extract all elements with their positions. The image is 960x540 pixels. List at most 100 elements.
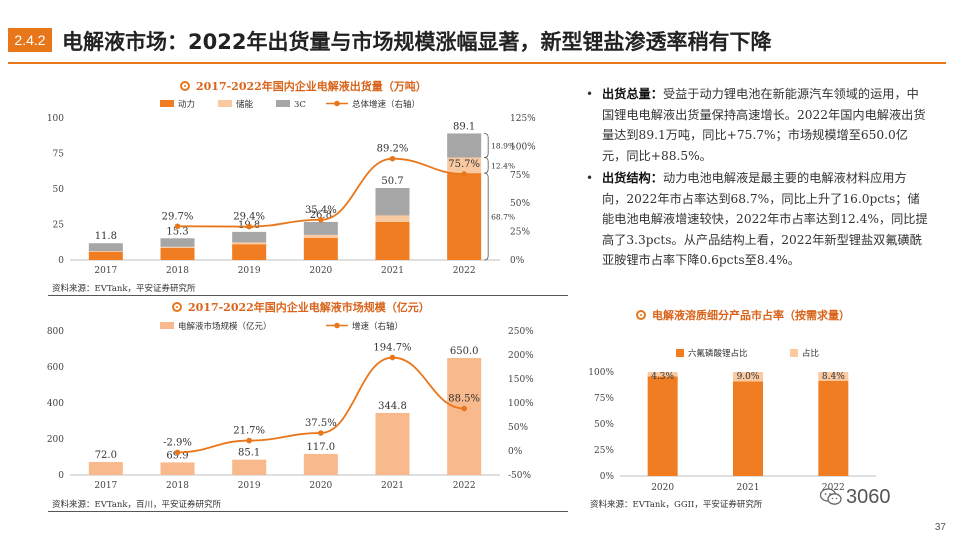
bar-segment-lipf6 — [733, 381, 763, 476]
x-tick-label: 2021 — [381, 481, 404, 491]
legend-swatch — [676, 349, 684, 357]
wechat-watermark: 3060 — [820, 486, 891, 509]
growth-point — [389, 354, 396, 361]
market-chart: 电解液市场规模（亿元） 增速（右轴） 0 200 400 600 800 -50% 0% 50% 1… — [47, 321, 534, 491]
legend-marker — [334, 322, 340, 329]
paragraph-label: 出货总量： — [602, 87, 663, 101]
growth-point — [174, 223, 181, 230]
legend-label: 总体增速（右轴） — [352, 99, 420, 110]
legend-label: 储能 — [236, 99, 254, 110]
x-tick-label: 2019 — [238, 266, 261, 276]
bullet-circle-icon — [172, 302, 182, 312]
bar-segment-storage — [88, 251, 123, 252]
y-right-tick: 250% — [508, 327, 534, 337]
legend-label: 占比 — [802, 348, 819, 359]
legend-label: 动力 — [178, 99, 195, 110]
power-share-label: 68.7% — [491, 213, 515, 222]
bar-total-label: 50.7 — [381, 176, 403, 187]
storage-share-bracket — [484, 157, 489, 174]
bar-total-label: 15.3 — [166, 226, 188, 237]
paragraph-text: 动力电池电解液是最主要的电解液材料应用方向，2022年市占率达到68.7%，同比… — [602, 171, 928, 267]
paragraph-structure: • 出货结构：动力电池电解液是最主要的电解液材料应用方向，2022年市占率达到68… — [584, 168, 930, 271]
x-tick-label: 2022 — [453, 481, 476, 491]
y-left-tick: 800 — [47, 327, 64, 337]
power-share-bracket — [484, 172, 489, 261]
growth-line — [177, 356, 465, 454]
solute-source: 资料来源：EVTank，GGII，平安证券研究所 — [590, 500, 763, 510]
bar — [375, 412, 410, 475]
y-left-tick: 600 — [47, 363, 64, 373]
legend-marker — [334, 100, 340, 107]
solute-title-text: 电解液溶质细分产品市占率（按需求量） — [652, 309, 850, 322]
page-number: 37 — [934, 522, 946, 533]
section-number-badge: 2.4.2 — [8, 28, 52, 52]
growth-label: 89.2% — [377, 144, 409, 155]
shipments-title-text: 2017-2022年国内企业电解液出货量（万吨） — [196, 80, 427, 93]
legend-swatch — [276, 100, 290, 107]
legend-swatch — [218, 100, 232, 107]
bar-segment-power — [447, 173, 482, 260]
growth-point — [174, 449, 181, 456]
shipments-chart-title: 2017-2022年国内企业电解液出货量（万吨） — [180, 78, 427, 94]
legend-label: 六氟磷酸锂占比 — [688, 348, 748, 359]
y-tick: 50% — [594, 420, 614, 430]
y-right-tick: 50% — [510, 199, 530, 209]
y-tick: 0% — [600, 472, 615, 482]
y-tick: 100% — [588, 368, 614, 378]
y-right-tick: 25% — [510, 228, 530, 238]
paragraph-shipments: • 出货总量：受益于动力锂电池在新能源汽车领域的运用，中国锂电电解液出货量保持高速… — [584, 84, 930, 166]
watermark-text: 3060 — [846, 486, 891, 508]
bar-segment-3c — [303, 221, 338, 235]
growth-point — [246, 437, 252, 444]
growth-point — [461, 171, 467, 177]
x-tick-label: 2022 — [822, 483, 845, 493]
bar-segment-storage — [160, 246, 195, 248]
growth-label: 88.5% — [448, 394, 480, 405]
share-label: 9.0% — [737, 372, 760, 382]
c3-share-bracket — [484, 133, 489, 158]
bar-segment-power — [88, 251, 123, 260]
bar-segment-power — [303, 237, 338, 260]
y-left-tick: 400 — [47, 399, 64, 409]
y-right-tick: 0% — [508, 447, 523, 457]
growth-label: 75.7% — [448, 159, 480, 170]
bar-segment-lifsi — [733, 372, 763, 382]
bar-segment-3c — [160, 238, 195, 247]
share-label: 4.3% — [651, 372, 674, 382]
c3-share-label: 18.9% — [491, 141, 515, 150]
share-label: 8.4% — [822, 372, 845, 382]
legend-swatch — [160, 100, 174, 107]
growth-point — [318, 216, 324, 223]
bar-segment-power — [232, 244, 267, 260]
growth-point — [461, 405, 467, 412]
bar-total-label: 11.8 — [95, 231, 117, 242]
text-panel: • 出货总量：受益于动力锂电池在新能源汽车领域的运用，中国锂电电解液出货量保持高速… — [584, 84, 930, 273]
bar — [303, 453, 338, 475]
growth-point — [318, 430, 324, 436]
solute-share-chart-title: 电解液溶质细分产品市占率（按需求量） — [636, 309, 898, 323]
x-tick-label: 2021 — [381, 266, 404, 276]
bar-segment-storage — [232, 242, 267, 245]
storage-share-label: 12.4% — [491, 161, 515, 170]
y-left-tick: 50 — [53, 185, 65, 195]
growth-label: 37.5% — [305, 418, 337, 429]
market-source: 资料来源：EVTank，百川，平安证券研究所 — [52, 500, 222, 510]
bar-segment-storage — [303, 234, 338, 238]
bar — [160, 462, 195, 475]
y-right-tick: 200% — [508, 351, 534, 361]
paragraph-label: 出货结构： — [602, 171, 663, 185]
y-left-tick: 25 — [53, 221, 65, 231]
growth-label: 29.4% — [233, 212, 265, 223]
bar — [88, 462, 123, 475]
bullet-circle-icon — [180, 81, 190, 91]
market-chart-title: 2017-2022年国内企业电解液市场规模（亿元） — [172, 299, 430, 315]
market-title-text: 2017-2022年国内企业电解液市场规模（亿元） — [188, 301, 430, 314]
shipments-source: 资料来源：EVTank，平安证券研究所 — [52, 284, 196, 294]
bullet-circle-icon — [636, 310, 646, 320]
growth-point — [389, 155, 396, 162]
bar-segment-power — [160, 247, 195, 260]
growth-label: 35.4% — [305, 205, 337, 216]
x-tick-label: 2020 — [309, 481, 332, 491]
bar-value-label: 650.0 — [450, 346, 479, 357]
bar-segment-lipf6 — [818, 380, 849, 476]
